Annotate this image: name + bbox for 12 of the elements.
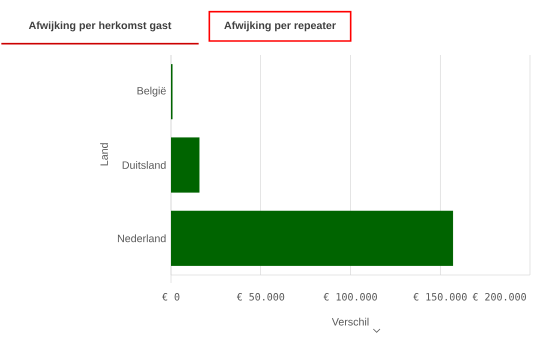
y-axis-title: Land	[100, 143, 108, 166]
text: Afwijking per repeater	[224, 21, 336, 32]
x-tick-label: € 200.000	[472, 293, 526, 301]
x-tick-label: € 150.000	[413, 293, 467, 301]
x-tick-label: € 50.000	[236, 293, 284, 301]
x-tick-label: € 100.000	[324, 293, 377, 301]
y-tick-label: Duitsland	[122, 161, 166, 169]
y-tick-label: België	[138, 86, 166, 97]
x-tick-label: € 0	[162, 293, 180, 301]
x-axis-title: Verschil	[332, 318, 368, 326]
y-tick-label: Nederland	[118, 234, 166, 242]
text: Afwijking per herkomst gast	[28, 21, 172, 32]
